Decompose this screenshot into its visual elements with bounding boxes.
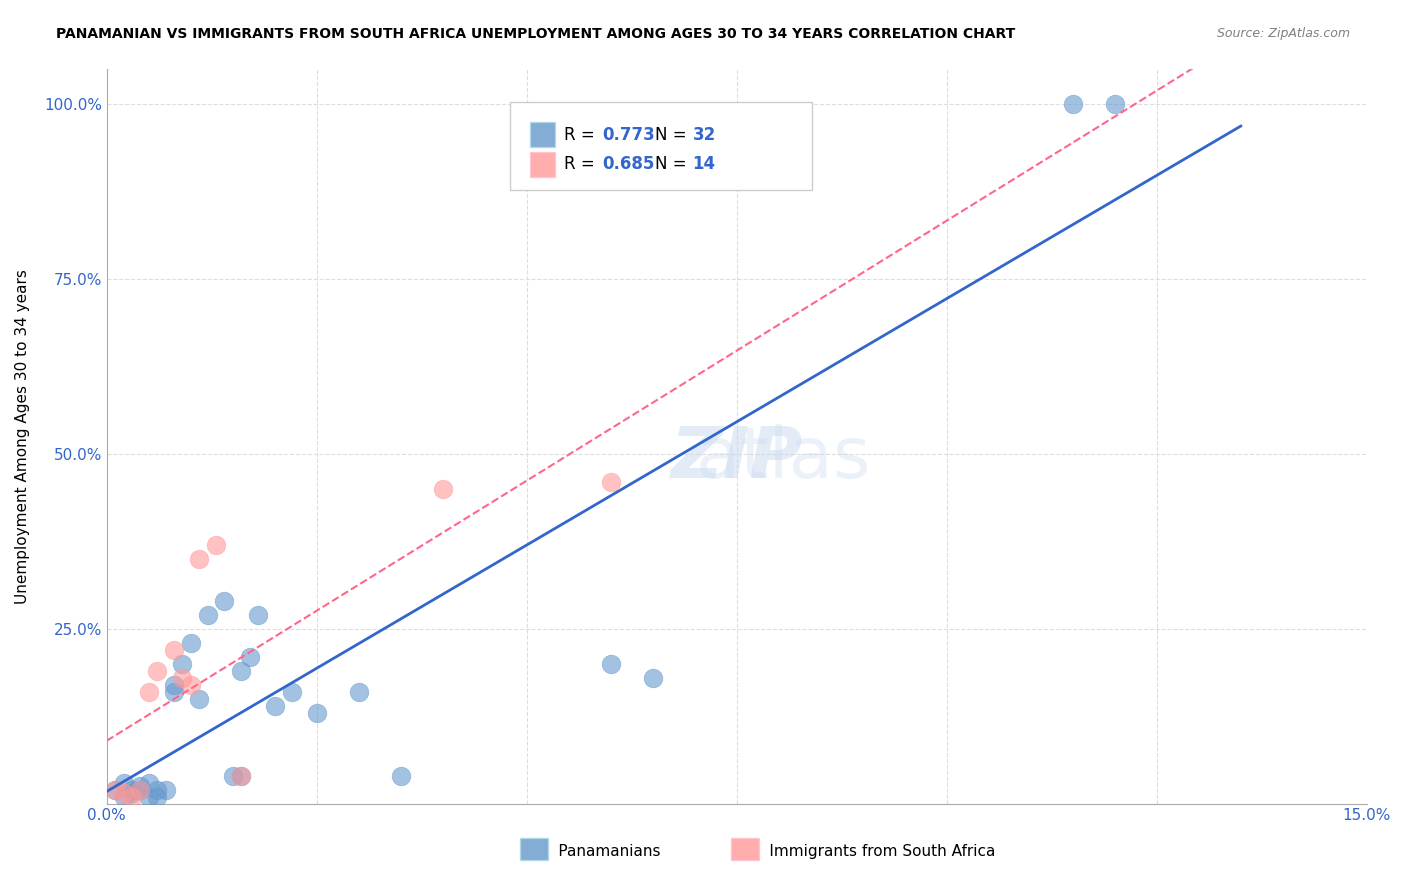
- Text: 32: 32: [693, 126, 716, 144]
- Point: [121, 789, 143, 804]
- Text: Panamanians: Panamanians: [534, 845, 661, 859]
- Point: [231, 664, 253, 678]
- Point: [138, 775, 160, 789]
- Point: [432, 482, 454, 496]
- FancyBboxPatch shape: [530, 122, 555, 147]
- Text: 0.773: 0.773: [602, 126, 655, 144]
- Point: [641, 671, 664, 685]
- Point: [180, 677, 202, 691]
- FancyBboxPatch shape: [510, 102, 813, 190]
- Point: [129, 782, 152, 797]
- Point: [112, 789, 135, 804]
- Text: 14: 14: [693, 155, 716, 173]
- Text: atlas: atlas: [603, 424, 870, 492]
- Point: [104, 782, 127, 797]
- Point: [389, 769, 412, 783]
- Point: [129, 779, 152, 793]
- Point: [163, 684, 186, 698]
- Point: [205, 538, 228, 552]
- Text: ZIP: ZIP: [671, 424, 803, 492]
- Text: PANAMANIAN VS IMMIGRANTS FROM SOUTH AFRICA UNEMPLOYMENT AMONG AGES 30 TO 34 YEAR: PANAMANIAN VS IMMIGRANTS FROM SOUTH AFRI…: [56, 27, 1015, 41]
- Text: 0.685: 0.685: [602, 155, 654, 173]
- Point: [1062, 96, 1084, 111]
- Point: [188, 551, 211, 566]
- Point: [246, 607, 269, 622]
- Point: [214, 593, 236, 607]
- Text: N =: N =: [655, 126, 692, 144]
- Point: [231, 769, 253, 783]
- Point: [121, 786, 143, 800]
- Point: [112, 775, 135, 789]
- Point: [163, 677, 186, 691]
- Point: [146, 664, 169, 678]
- Text: N =: N =: [655, 155, 692, 173]
- Point: [599, 657, 621, 671]
- Point: [146, 782, 169, 797]
- Text: Immigrants from South Africa: Immigrants from South Africa: [745, 845, 995, 859]
- Point: [222, 769, 245, 783]
- Point: [231, 769, 253, 783]
- Point: [121, 782, 143, 797]
- Point: [188, 691, 211, 706]
- Point: [172, 671, 194, 685]
- Point: [599, 475, 621, 489]
- Text: R =: R =: [564, 126, 600, 144]
- FancyBboxPatch shape: [731, 838, 759, 860]
- FancyBboxPatch shape: [520, 838, 548, 860]
- Point: [197, 607, 219, 622]
- Point: [263, 698, 285, 713]
- Point: [138, 684, 160, 698]
- Y-axis label: Unemployment Among Ages 30 to 34 years: Unemployment Among Ages 30 to 34 years: [15, 268, 30, 604]
- Text: R =: R =: [564, 155, 600, 173]
- Text: Source: ZipAtlas.com: Source: ZipAtlas.com: [1216, 27, 1350, 40]
- Point: [280, 684, 302, 698]
- Point: [155, 782, 177, 797]
- Point: [305, 706, 328, 720]
- Point: [138, 789, 160, 804]
- Point: [112, 786, 135, 800]
- FancyBboxPatch shape: [530, 152, 555, 177]
- Point: [163, 642, 186, 657]
- Point: [347, 684, 370, 698]
- Point: [1104, 96, 1126, 111]
- Point: [238, 649, 260, 664]
- Point: [180, 635, 202, 649]
- Point: [129, 782, 152, 797]
- Point: [146, 789, 169, 804]
- Point: [104, 782, 127, 797]
- Point: [172, 657, 194, 671]
